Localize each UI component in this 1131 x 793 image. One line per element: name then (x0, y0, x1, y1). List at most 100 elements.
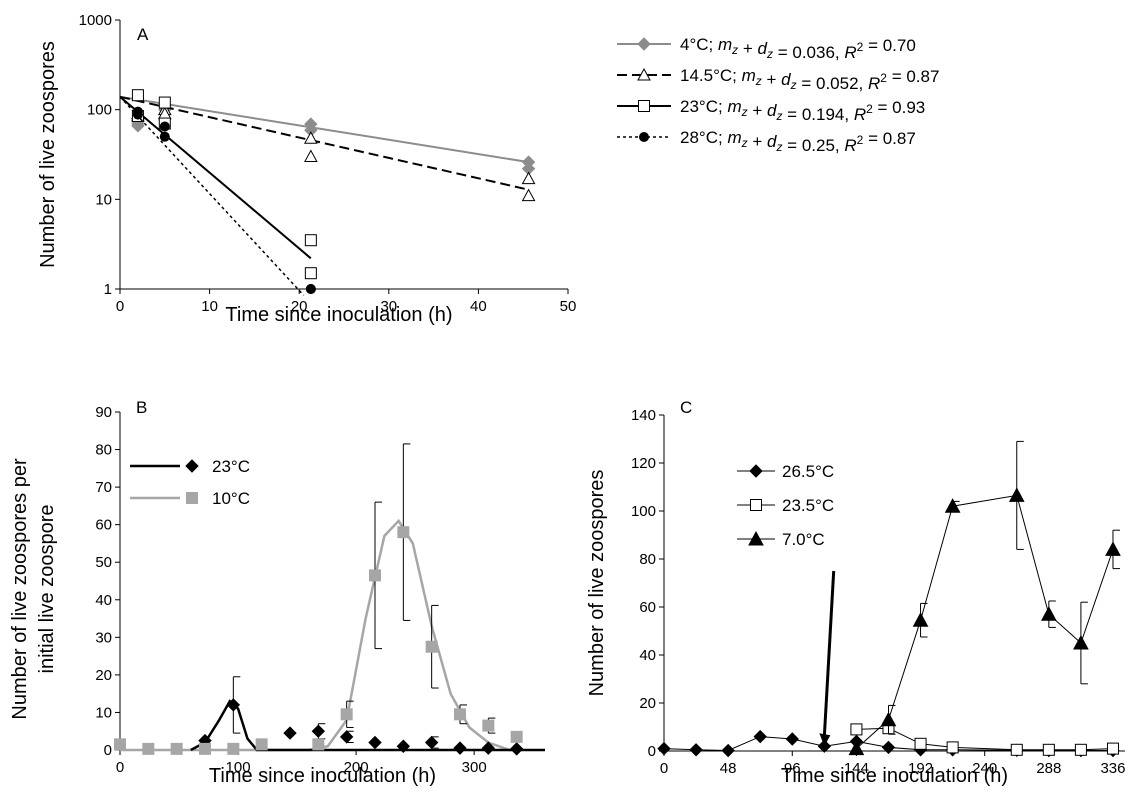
panel-b-data-point (425, 640, 438, 653)
legend-swatch-marker (186, 492, 198, 504)
panel-c-arrow-head (819, 733, 831, 747)
panel-b-data-point (454, 708, 466, 721)
legend-text-part: R (868, 74, 880, 93)
panel-b-y-tick-label: 40 (95, 592, 112, 609)
panel-b-data-point (170, 742, 183, 755)
panel-c-data-point (1106, 742, 1119, 755)
legend-text-part: 2 (857, 133, 864, 147)
panel-c-arrow-shaft (822, 570, 836, 737)
legend-text-part: z (790, 78, 797, 92)
panel-c-y-tick-label: 20 (639, 695, 656, 712)
panel-b-x-tick-label: 100 (226, 759, 251, 776)
panel-c-x-tick-label: 288 (1036, 760, 1061, 777)
legend-swatch-marker (637, 37, 651, 51)
panel-c-y-tick-label: 0 (648, 743, 656, 760)
panel-b-data-point (283, 726, 297, 740)
legend-text-part: z (766, 47, 773, 61)
panel-a-data-point (304, 234, 317, 247)
panel-b-data-point (482, 719, 495, 732)
panel-b-data-point (199, 742, 211, 755)
legend-text-part: m (727, 97, 741, 116)
panel-c-y-tick-label: 80 (639, 551, 656, 568)
panel-a-data-point (158, 96, 171, 109)
panel-a-fit-line (119, 96, 305, 296)
panel-c-legend: 26.5°C 23.5°C 7.0°C (737, 462, 834, 549)
panel-a-data-point (304, 149, 318, 163)
panel-c-data-point (721, 743, 735, 758)
legend-text-part: z (741, 136, 748, 150)
legend-text-part: = 0.93 (873, 98, 925, 117)
panel-a-data-point (132, 109, 143, 120)
panel-c-data-point (657, 741, 671, 756)
panel-b-y-tick-label: 70 (95, 479, 112, 496)
legend-text-part: + (748, 132, 767, 151)
panel-c-y-tick-label: 120 (631, 455, 656, 472)
legend-text-part: = 0.052, (797, 74, 868, 93)
panel-b-x-tick-label: 0 (116, 759, 124, 776)
panel-b-data-point (396, 739, 411, 753)
panel-b-data-point (509, 742, 524, 756)
panel-b-data-point (339, 730, 354, 744)
panel-c-data-point (1074, 743, 1087, 756)
panel-c-y-tick-label: 60 (639, 599, 656, 616)
panel-a-fit-line (119, 95, 529, 164)
panel-a-x-tick-label: 20 (291, 298, 308, 315)
panel-a-x-axis-title: Time since inoculation (h) (225, 304, 452, 326)
panel-a-x-tick-label: 50 (560, 298, 577, 315)
panel-b-data-point (311, 724, 326, 738)
panel-b-series-1 (114, 443, 523, 755)
legend-swatch-marker (185, 459, 199, 473)
legend-entry-label: 4°C; mz + dz = 0.036, R2 = 0.70 (680, 35, 916, 62)
legend-entry-label: 28°C; mz + dz = 0.25, R2 = 0.87 (680, 128, 916, 155)
legend-text-part: d (758, 39, 768, 58)
panel-b-y-tick-label: 90 (95, 404, 112, 421)
panel-a-data-point (521, 188, 536, 202)
legend-entry-label: 23°C; mz + dz = 0.194, R2 = 0.93 (680, 97, 925, 124)
panel-c-data-point (1040, 606, 1057, 621)
panel-a-fit-line (119, 96, 312, 260)
legend-text-part: = 0.25, (782, 136, 844, 155)
panel-a-series-3 (119, 96, 316, 296)
legend-swatch-marker (748, 530, 764, 546)
legend-swatch-marker (637, 67, 651, 81)
panel-b-y-axis-title-line2: initial live zoospore (36, 505, 58, 674)
panel-b-data-point (369, 569, 381, 582)
legend-text-part: 2 (880, 71, 887, 85)
legend-swatch-marker (638, 100, 650, 112)
panel-c-data-point (689, 743, 703, 757)
panel-b-series-0 (198, 676, 524, 756)
panel-a-data-point (159, 121, 170, 132)
legend-text-part: R (854, 105, 866, 124)
panel-a-data-point (131, 89, 144, 102)
panel-c-series-2 (848, 440, 1121, 756)
panel-a-x-tick-label: 10 (201, 298, 218, 315)
panel-c-data-point (944, 498, 961, 513)
panel-c-data-point (785, 732, 799, 746)
legend-entry-label: 26.5°C (782, 462, 834, 481)
panel-c-data-point (1008, 487, 1025, 502)
panel-c-data-point (753, 729, 767, 744)
panel-c-data-point (1073, 634, 1089, 650)
panel-c-data-point (1010, 743, 1023, 756)
panel-a-fit-line (119, 95, 529, 191)
panel-a-data-point (521, 171, 536, 185)
legend-swatch-marker (750, 499, 762, 511)
legend-entry-label: 23.5°C (782, 496, 834, 515)
legend-entry-label: 10°C (212, 489, 250, 508)
panel-c-letter: C (680, 398, 692, 417)
legend-text-part: 14.5°C; (680, 66, 742, 85)
legend-text-part: 2 (857, 40, 864, 54)
panel-b-data-point (368, 735, 382, 750)
legend-entry-label: 23°C (212, 457, 250, 476)
legend-text-part: m (718, 35, 732, 54)
legend-text-part: = 0.87 (887, 67, 939, 86)
panel-c-series-line (856, 727, 1114, 751)
legend-entry-label: 7.0°C (782, 530, 825, 549)
panel-c-y-tick-label: 40 (639, 647, 656, 664)
panel-b-data-point (312, 738, 325, 751)
panel-b-data-point (227, 742, 240, 755)
legend-text-part: 2 (866, 102, 873, 116)
panel-b-y-tick-label: 20 (95, 667, 112, 684)
panel-b-x-tick-label: 300 (462, 759, 487, 776)
